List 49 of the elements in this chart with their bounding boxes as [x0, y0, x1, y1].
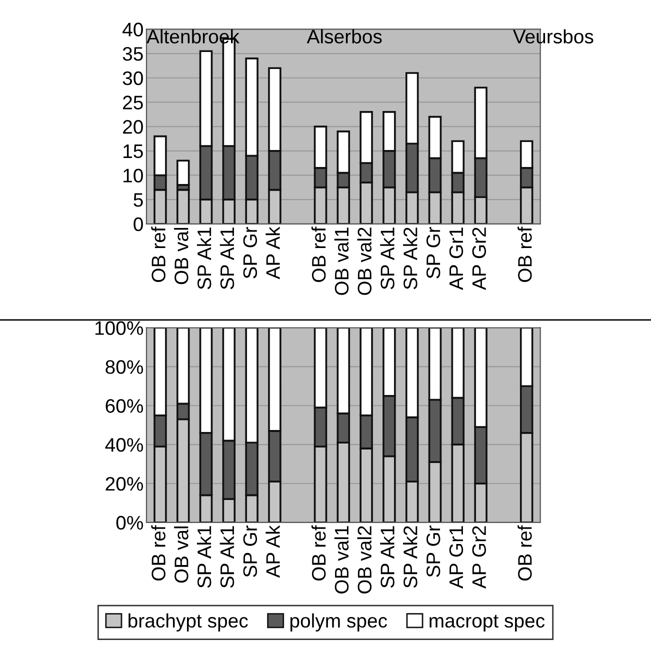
- x-tick-label: AP Gr1: [449, 228, 464, 290]
- y-tick-label: 100%: [95, 321, 144, 335]
- y-tick-label: 40: [122, 22, 143, 36]
- x-tick-label: SP Gr: [426, 227, 440, 278]
- y-tick-label: 20%: [106, 476, 144, 491]
- x-tick-label: SP Ak1: [196, 526, 212, 588]
- x-tick-label: OB ref: [518, 226, 532, 282]
- x-tick-label: OB val: [174, 228, 188, 284]
- legend-label: polym spec: [290, 613, 388, 632]
- x-tick-label: AP Ak: [266, 226, 280, 280]
- x-tick-label: SP Ak1: [196, 228, 212, 290]
- x-tick-label: OB ref: [151, 226, 166, 282]
- y-tick-label: 35: [122, 47, 143, 61]
- y-tick-label: 5: [134, 193, 143, 207]
- x-tick-label: SP Gr: [426, 526, 440, 577]
- y-tick-label: 40%: [105, 438, 144, 452]
- y-tick-label: 20: [123, 120, 143, 134]
- x-tick-label: SP Gr: [243, 526, 258, 577]
- x-tick-label: OB ref: [311, 525, 326, 580]
- legend-label: macropt spec: [430, 614, 545, 632]
- y-tick-label: 10: [124, 168, 143, 182]
- x-tick-label: SP Ak1: [220, 526, 234, 588]
- x-tick-label: AP Gr2: [472, 228, 486, 290]
- y-tick-label: 25: [123, 96, 143, 110]
- y-tick-label: 15: [124, 144, 143, 158]
- legend-label: brachypt spec: [128, 613, 248, 632]
- y-tick-label: 0%: [116, 516, 144, 530]
- x-tick-label: SP Ak1: [380, 526, 394, 588]
- x-tick-label: OB ref: [151, 525, 166, 580]
- x-tick-label: OB val1: [334, 526, 349, 594]
- y-tick-label: 0: [134, 217, 143, 232]
- x-tick-label: SP Ak1: [380, 228, 394, 290]
- x-tick-label: SP Ak2: [403, 228, 418, 290]
- x-tick-label: OB val2: [357, 526, 372, 594]
- x-tick-label: AP Gr1: [449, 526, 464, 589]
- y-tick-label: 30: [122, 71, 143, 86]
- x-tick-label: AP Gr2: [472, 526, 486, 589]
- x-tick-label: OB val2: [357, 228, 372, 295]
- x-tick-label: SP Ak1: [220, 228, 234, 290]
- x-tick-label: OB ref: [311, 226, 326, 282]
- x-tick-label: OB val1: [334, 228, 349, 295]
- x-tick-label: OB val: [174, 526, 188, 583]
- y-tick-label: 80%: [106, 360, 144, 374]
- x-tick-label: AP Ak: [266, 525, 280, 578]
- x-tick-label: SP Ak2: [403, 526, 418, 588]
- y-tick-label: 60%: [106, 399, 144, 413]
- annotation: Alserbos: [306, 29, 382, 44]
- x-tick-label: SP Gr: [243, 227, 258, 278]
- x-tick-label: OB ref: [518, 525, 532, 580]
